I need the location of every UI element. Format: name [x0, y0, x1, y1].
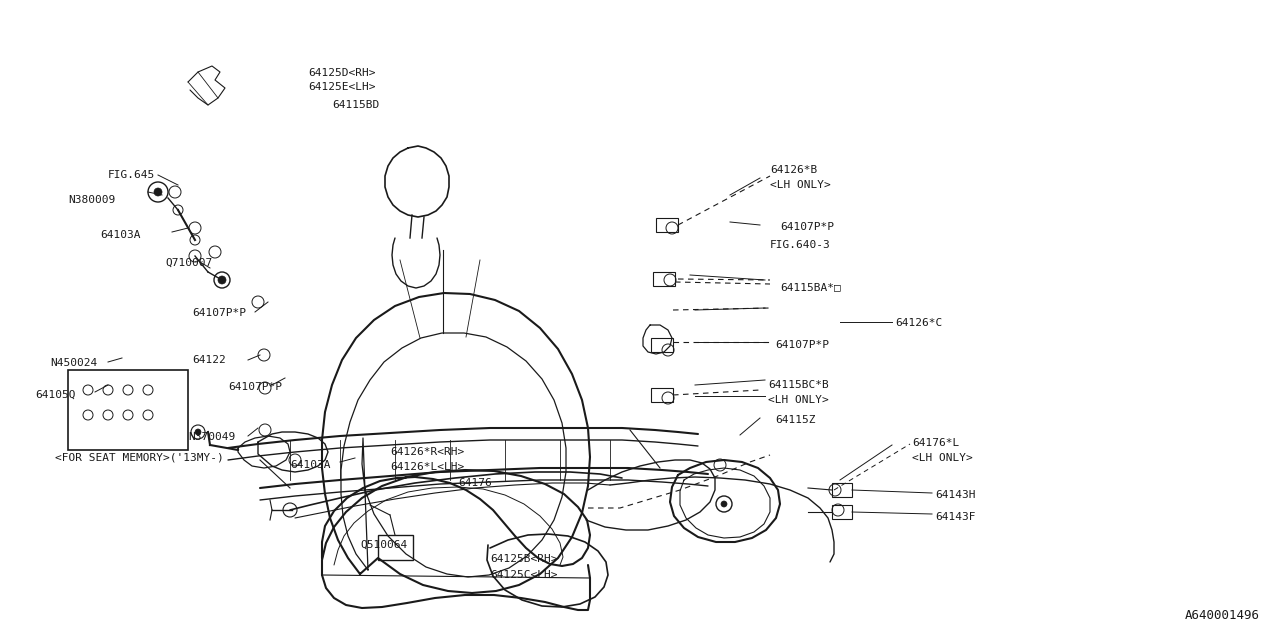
Text: 64115Z: 64115Z	[774, 415, 815, 425]
Circle shape	[154, 188, 163, 196]
Text: N450024: N450024	[50, 358, 97, 368]
Text: 64125E<LH>: 64125E<LH>	[308, 82, 375, 92]
Circle shape	[721, 501, 727, 507]
Text: 64107P*P: 64107P*P	[780, 222, 835, 232]
Text: 64125D<RH>: 64125D<RH>	[308, 68, 375, 78]
Bar	[653, 272, 675, 286]
Text: Q710007: Q710007	[165, 258, 212, 268]
Text: 64107P*P: 64107P*P	[774, 340, 829, 350]
Text: 64176*L: 64176*L	[911, 438, 959, 448]
Text: <FOR SEAT MEMORY>('13MY-): <FOR SEAT MEMORY>('13MY-)	[55, 452, 224, 462]
Text: 64115BC*B: 64115BC*B	[768, 380, 828, 390]
Text: <LH ONLY>: <LH ONLY>	[768, 395, 828, 405]
Text: FIG.640-3: FIG.640-3	[771, 240, 831, 250]
Text: 64125C<LH>: 64125C<LH>	[490, 570, 558, 580]
Text: N380009: N380009	[68, 195, 115, 205]
Text: 64125B<RH>: 64125B<RH>	[490, 554, 558, 564]
Text: 64115BD: 64115BD	[332, 100, 379, 110]
Text: A640001496: A640001496	[1185, 609, 1260, 622]
Bar	[832, 483, 852, 497]
Text: 64126*L<LH>: 64126*L<LH>	[390, 462, 465, 472]
Text: 64126*B: 64126*B	[771, 165, 817, 175]
Text: 64103A: 64103A	[100, 230, 141, 240]
Bar	[652, 338, 673, 352]
Text: <LH ONLY>: <LH ONLY>	[911, 453, 973, 463]
Bar	[832, 505, 852, 519]
Text: 64105Q: 64105Q	[35, 390, 76, 400]
Bar	[652, 388, 673, 402]
Text: 64126*R<RH>: 64126*R<RH>	[390, 447, 465, 457]
Text: 64143F: 64143F	[934, 512, 975, 522]
Text: N370049: N370049	[188, 432, 236, 442]
Text: 64115BA*□: 64115BA*□	[780, 282, 841, 292]
Bar	[378, 535, 413, 560]
Bar	[68, 370, 188, 450]
Text: 64126*C: 64126*C	[895, 318, 942, 328]
Text: 64122: 64122	[192, 355, 225, 365]
Text: FIG.645: FIG.645	[108, 170, 155, 180]
Text: <LH ONLY>: <LH ONLY>	[771, 180, 831, 190]
Text: 64176: 64176	[458, 478, 492, 488]
Bar	[657, 218, 678, 232]
Text: Q510064: Q510064	[360, 540, 407, 550]
Text: 64107P*P: 64107P*P	[192, 308, 246, 318]
Circle shape	[195, 429, 201, 435]
Text: 64143H: 64143H	[934, 490, 975, 500]
Text: 64103A: 64103A	[291, 460, 330, 470]
Circle shape	[218, 276, 227, 284]
Text: 64107P*P: 64107P*P	[228, 382, 282, 392]
